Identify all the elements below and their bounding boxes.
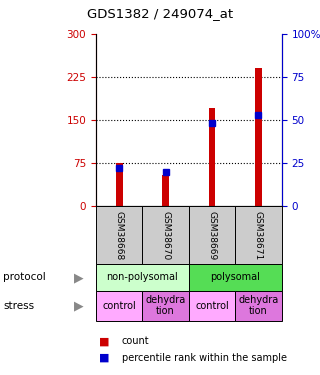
- Bar: [255, 68, 262, 206]
- Bar: [209, 108, 215, 206]
- Text: ■: ■: [99, 336, 110, 346]
- Text: GSM38670: GSM38670: [161, 211, 170, 260]
- Text: ▶: ▶: [74, 299, 83, 312]
- Text: ■: ■: [99, 353, 110, 363]
- Text: GSM38669: GSM38669: [207, 211, 217, 260]
- Text: percentile rank within the sample: percentile rank within the sample: [122, 353, 287, 363]
- Text: protocol: protocol: [3, 273, 46, 282]
- Text: count: count: [122, 336, 149, 346]
- Bar: [162, 175, 169, 206]
- Text: stress: stress: [3, 301, 34, 310]
- Text: ▶: ▶: [74, 271, 83, 284]
- Text: dehydra
tion: dehydra tion: [238, 295, 278, 316]
- Text: dehydra
tion: dehydra tion: [146, 295, 186, 316]
- Text: GDS1382 / 249074_at: GDS1382 / 249074_at: [87, 8, 233, 21]
- Text: control: control: [195, 301, 229, 310]
- Text: polysomal: polysomal: [210, 273, 260, 282]
- Text: GSM38668: GSM38668: [115, 211, 124, 260]
- Text: non-polysomal: non-polysomal: [107, 273, 178, 282]
- Text: GSM38671: GSM38671: [254, 211, 263, 260]
- Text: control: control: [102, 301, 136, 310]
- Bar: [116, 163, 123, 206]
